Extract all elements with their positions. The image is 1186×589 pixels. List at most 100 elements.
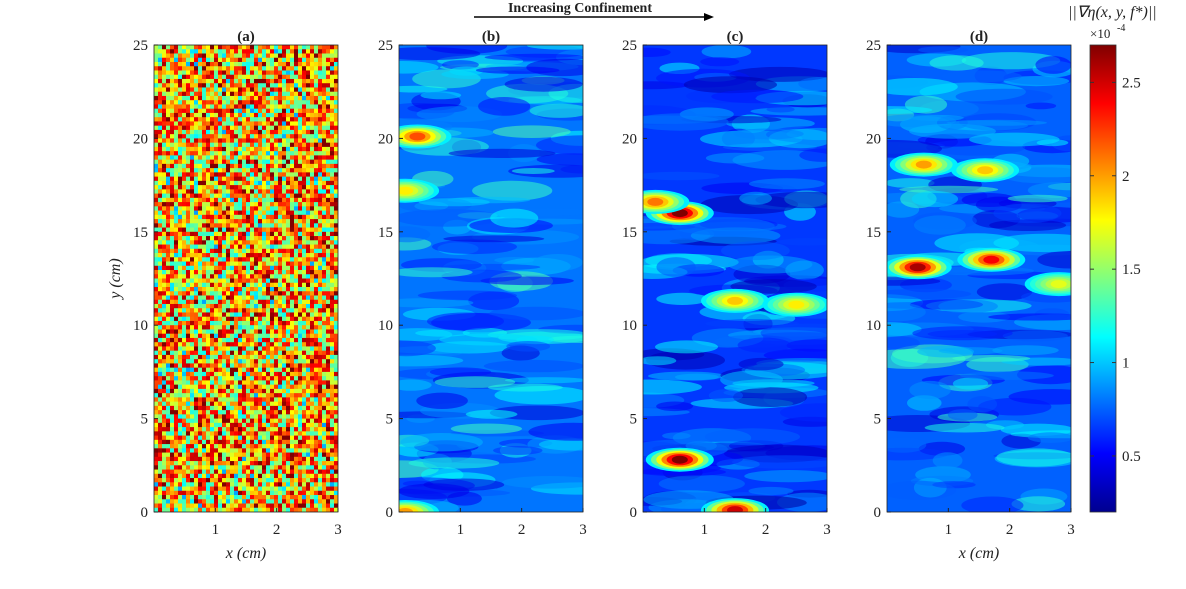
heatmap-cell — [250, 210, 255, 216]
heatmap-cell — [214, 337, 219, 343]
heatmap-cell — [326, 78, 331, 84]
heatmap-cell — [258, 189, 263, 194]
heatmap-cell — [190, 151, 195, 156]
heatmap-cell — [310, 456, 315, 462]
heatmap-cell — [298, 444, 303, 449]
heatmap-cell — [234, 197, 239, 203]
heatmap-cell — [242, 478, 247, 483]
heatmap-cell — [182, 176, 187, 182]
heatmap-cell — [294, 380, 299, 386]
heatmap-cell — [250, 422, 255, 428]
heatmap-cell — [198, 236, 203, 241]
heatmap-cell — [230, 83, 235, 88]
heatmap-cell — [274, 495, 279, 500]
heatmap-cell — [302, 138, 307, 144]
heatmap-cell — [298, 473, 303, 479]
heatmap-cell — [230, 401, 235, 407]
heatmap-cell — [322, 350, 327, 356]
heatmap-cell — [154, 439, 159, 445]
heatmap-cell — [286, 61, 291, 67]
heatmap-cell — [186, 320, 191, 326]
heatmap-cell — [310, 151, 315, 156]
heatmap-cell — [198, 397, 203, 403]
heatmap-cell — [302, 444, 307, 449]
heatmap-cell — [246, 427, 251, 432]
heatmap-cell — [230, 359, 235, 364]
heatmap-cell — [230, 265, 235, 271]
heatmap-cell — [234, 265, 239, 271]
heatmap-cell — [294, 151, 299, 156]
heatmap-cell — [258, 435, 263, 441]
heatmap-cell — [166, 49, 171, 54]
heatmap-cell — [250, 138, 255, 144]
heatmap-cell — [178, 486, 183, 492]
heatmap-cell — [198, 435, 203, 441]
heatmap-cell — [186, 388, 191, 394]
heatmap-cell — [222, 439, 227, 445]
heatmap-cell — [214, 180, 219, 186]
heatmap-cell — [182, 163, 187, 169]
heatmap-cell — [230, 448, 235, 453]
heatmap-cell — [234, 393, 239, 398]
heatmap-cell — [242, 414, 247, 419]
heatmap-cell — [206, 376, 211, 381]
heatmap-cell — [262, 299, 267, 305]
heatmap-cell — [222, 163, 227, 169]
heatmap-cell — [330, 265, 335, 271]
heatmap-cell — [206, 159, 211, 165]
heatmap-cell — [330, 278, 335, 284]
heatmap-cell — [230, 410, 235, 415]
heatmap-cell — [186, 163, 191, 169]
heatmap-cell — [182, 117, 187, 122]
heatmap-cell — [230, 282, 235, 288]
heatmap-cell — [282, 316, 287, 322]
heatmap-cell — [286, 503, 291, 509]
heatmap-cell — [318, 465, 323, 470]
heatmap-cell — [218, 503, 223, 509]
heatmap-cell — [194, 329, 199, 335]
heatmap-cell — [278, 261, 283, 267]
heatmap-cell — [270, 422, 275, 428]
heatmap-cell — [194, 286, 199, 292]
heatmap-cell — [214, 507, 219, 512]
heatmap-cell — [294, 422, 299, 428]
heatmap-cell — [194, 163, 199, 169]
heatmap-cell — [302, 159, 307, 165]
heatmap-cell — [194, 236, 199, 241]
heatmap-cell — [262, 469, 267, 475]
heatmap-cell — [162, 448, 167, 453]
heatmap-cell — [274, 312, 279, 318]
heatmap-cell — [266, 231, 271, 237]
heatmap-cell — [182, 189, 187, 194]
heatmap-cell — [302, 125, 307, 131]
heatmap-cell — [286, 282, 291, 288]
heatmap-cell — [270, 159, 275, 165]
heatmap-cell — [222, 342, 227, 347]
heatmap-cell — [194, 295, 199, 301]
heatmap-cell — [258, 197, 263, 203]
heatmap-cell — [178, 478, 183, 483]
heatmap-cell — [158, 435, 163, 441]
heatmap-cell — [278, 439, 283, 445]
heatmap-cell — [210, 499, 215, 504]
heatmap-cell — [234, 461, 239, 466]
heatmap-cell — [270, 210, 275, 216]
heatmap-cell — [306, 125, 311, 131]
heatmap-cell — [246, 223, 251, 228]
heatmap-cell — [234, 95, 239, 101]
heatmap-cell — [290, 138, 295, 144]
heatmap-cell — [250, 261, 255, 267]
heatmap-cell — [242, 163, 247, 169]
heatmap-cell — [322, 274, 327, 279]
heatmap-cell — [186, 333, 191, 339]
heatmap-cell — [290, 482, 295, 487]
heatmap-cell — [306, 465, 311, 470]
heatmap-cell — [158, 270, 163, 275]
heatmap-cell — [166, 299, 171, 305]
heatmap-cell — [226, 363, 231, 369]
heatmap-cell — [274, 74, 279, 80]
heatmap-cell — [282, 473, 287, 479]
heatmap-cell — [174, 70, 179, 76]
heatmap-cell — [334, 104, 338, 110]
heatmap-cell — [318, 202, 323, 207]
